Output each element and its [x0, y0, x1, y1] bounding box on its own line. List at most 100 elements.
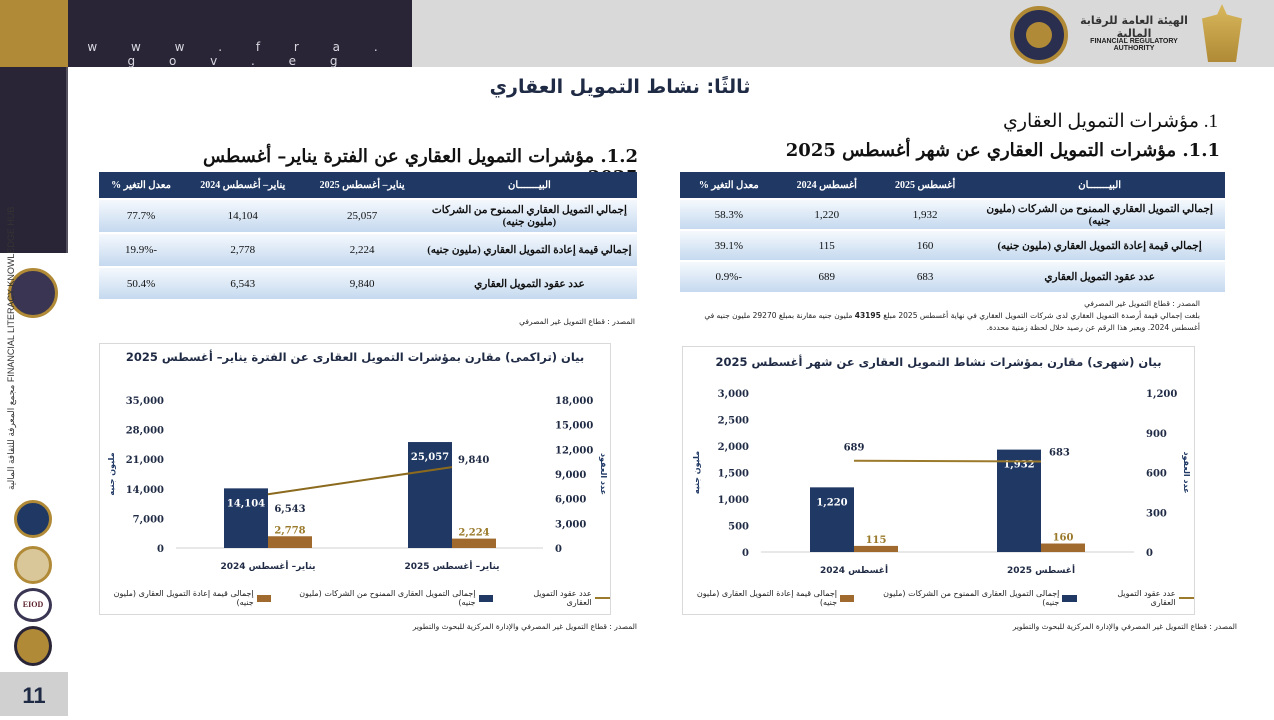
y2-axis-tick-label: 6,000 [555, 495, 586, 506]
institute-seal-logo [14, 626, 52, 666]
cell: 1,220 [777, 198, 876, 230]
cumulative-source: المصدر : قطاع التمويل غير المصرفي [519, 317, 635, 326]
y-axis-tick-label: 2,000 [718, 442, 749, 453]
y-axis-tick-label: 500 [728, 522, 749, 533]
legend-label: إجمالى التمويل العقارى الممنوح من الشركا… [299, 589, 476, 607]
x-axis-category-label: يناير– أغسطس 2024 [220, 560, 315, 572]
justice-seal-logo [14, 546, 52, 584]
legend-label: إجمالى قيمة إعادة التمويل العقارى (مليون… [696, 589, 838, 607]
legend-line-swatch [1178, 597, 1194, 599]
legend-item: إجمالى قيمة إعادة التمويل العقارى (مليون… [683, 589, 855, 607]
logo-english-name: FINANCIAL REGULATORY AUTHORITY [1090, 38, 1178, 52]
page-title: ثالثًا: نشاط التمويل العقاري [489, 76, 751, 98]
x-axis-category-label: أغسطس 2025 [1007, 564, 1075, 576]
cell: 115 [777, 229, 876, 261]
cell: -19.9% [99, 232, 184, 267]
monthly-chart: بيان (شهرى) مقارن بمؤشرات نشاط التمويل ا… [682, 346, 1195, 615]
column-header: البيـــــــان [974, 172, 1225, 199]
column-header: أغسطس 2024 [777, 172, 876, 199]
y2-axis-title: عدد العقود [1182, 451, 1191, 493]
bar-refinancing [1041, 543, 1085, 552]
y2-axis-tick-label: 300 [1146, 508, 1167, 519]
line-value-label: 9,840 [458, 455, 489, 466]
monthly-chart-source: المصدر : قطاع التمويل غير المصرفي والإدا… [1012, 622, 1237, 631]
legend-bar-swatch [478, 594, 494, 602]
cell: 2,778 [183, 232, 303, 267]
note-text: مليون جنيه مقارنة بمبلغ 29270 مليون جنيه… [704, 311, 1200, 332]
cell: 6,543 [183, 266, 303, 299]
table-header-row: البيـــــــان أغسطس 2025 أغسطس 2024 معدل… [680, 172, 1225, 199]
bar-value-label: 115 [866, 535, 887, 546]
bar-financing-granted [408, 442, 452, 548]
cell: -0.9% [680, 260, 778, 292]
cumulative-indicators-table: البيـــــــان يناير– أغسطس 2025 يناير– أ… [99, 172, 637, 299]
row-label: عدد عقود التمويل العقاري [974, 260, 1225, 292]
bar-value-label: 2,778 [274, 525, 305, 536]
cell: 14,104 [183, 198, 303, 233]
column-header: أغسطس 2025 [875, 172, 975, 199]
row-label: عدد عقود التمويل العقاري [421, 266, 637, 299]
y2-axis-tick-label: 600 [1146, 469, 1167, 480]
legend-line-swatch [594, 597, 610, 599]
y2-axis-tick-label: 0 [1146, 548, 1153, 559]
page-number: 11 [0, 672, 68, 716]
logo-arabic-name: الهيئة العامة للرقابة المالية [1080, 14, 1188, 40]
chart-legend: عدد عقود التمويل العقارى إجمالى التمويل … [683, 589, 1194, 607]
cell: 50.4% [99, 266, 184, 299]
chart-title: بيان (شهرى) مقارن بمؤشرات نشاط التمويل ا… [715, 355, 1162, 369]
sidebar-dark-panel [0, 67, 68, 253]
y2-axis-tick-label: 15,000 [555, 421, 593, 432]
knowledge-hub-logo [8, 268, 58, 318]
row-label: إجمالي قيمة إعادة التمويل العقاري (مليون… [974, 229, 1225, 261]
table-row: عدد عقود التمويل العقاري 9,840 6,543 50.4% [99, 266, 637, 299]
legend-item: عدد عقود التمويل العقارى [509, 589, 610, 607]
y-axis-tick-label: 0 [742, 548, 749, 559]
table-row: إجمالي التمويل العقاري الممنوح من الشركا… [680, 198, 1225, 230]
legend-item: عدد عقود التمويل العقارى [1093, 589, 1194, 607]
legend-label: عدد عقود التمويل العقارى [533, 589, 592, 607]
fra-seal-logo [1010, 6, 1068, 64]
legend-item: إجمالى قيمة إعادة التمويل العقارى (مليون… [100, 589, 272, 607]
y-axis-title: مليون جنيه [692, 451, 701, 494]
line-value-label: 683 [1049, 448, 1070, 459]
table-row: إجمالي التمويل العقاري الممنوح من الشركا… [99, 198, 637, 233]
cell: 689 [777, 260, 876, 292]
y2-axis-title: عدد العقود [599, 453, 608, 495]
africa-seal-logo [14, 500, 52, 538]
note-bold-value: 43195 [854, 311, 881, 320]
legend-bar-swatch [1062, 594, 1077, 602]
y-axis-tick-label: 14,000 [126, 485, 164, 496]
cell: 58.3% [680, 198, 778, 230]
cell: 25,057 [302, 198, 422, 233]
legend-bar-swatch [840, 594, 855, 602]
chart-title: بيان (تراكمى) مقارن بمؤشرات التمويل العق… [125, 350, 585, 364]
column-header: يناير– أغسطس 2024 [183, 172, 303, 199]
line-contracts-count [267, 466, 453, 496]
line-value-label: 6,543 [274, 504, 305, 515]
y-axis-tick-label: 1,500 [718, 469, 749, 480]
bar-value-label: 160 [1053, 533, 1074, 544]
table-row: عدد عقود التمويل العقاري 683 689 -0.9% [680, 260, 1225, 292]
table-header-row: البيـــــــان يناير– أغسطس 2025 يناير– أ… [99, 172, 637, 199]
header-grey-bar [412, 0, 1274, 67]
legend-label: إجمالى قيمة إعادة التمويل العقارى (مليون… [113, 589, 254, 607]
y2-axis-tick-label: 9,000 [555, 470, 586, 481]
x-axis-category-label: أغسطس 2024 [820, 564, 888, 576]
cell: 1,932 [875, 198, 975, 230]
header-dark-bar [68, 0, 412, 67]
brand-gold-block [0, 0, 68, 67]
legend-label: عدد عقود التمويل العقارى [1117, 589, 1176, 607]
note-text: بلغت إجمالي قيمة أرصدة التمويل العقاري ل… [880, 311, 1200, 320]
monthly-chart-plot: 0 500 1,000 1,500 2,000 2,500 3,000 0 300 600 900 1… [692, 389, 1191, 576]
table-row: إجمالي قيمة إعادة التمويل العقاري (مليون… [99, 232, 637, 267]
section-title: 1. مؤشرات التمويل العقاري [1002, 111, 1218, 132]
cumulative-chart-plot: 0 7,000 14,000 21,000 28,000 35,000 0 3,000 6,00… [107, 396, 608, 572]
bar-financing-granted [810, 487, 854, 552]
column-header: معدل التغير % [99, 172, 184, 199]
y2-axis-tick-label: 3,000 [555, 519, 586, 530]
y2-axis-tick-label: 900 [1146, 429, 1167, 440]
line-contracts-count [853, 459, 1042, 463]
monthly-source: المصدر : قطاع التمويل غير المصرفي [1084, 299, 1200, 308]
bar-value-label: 1,220 [816, 497, 847, 508]
bar-value-label: 25,057 [411, 452, 449, 463]
